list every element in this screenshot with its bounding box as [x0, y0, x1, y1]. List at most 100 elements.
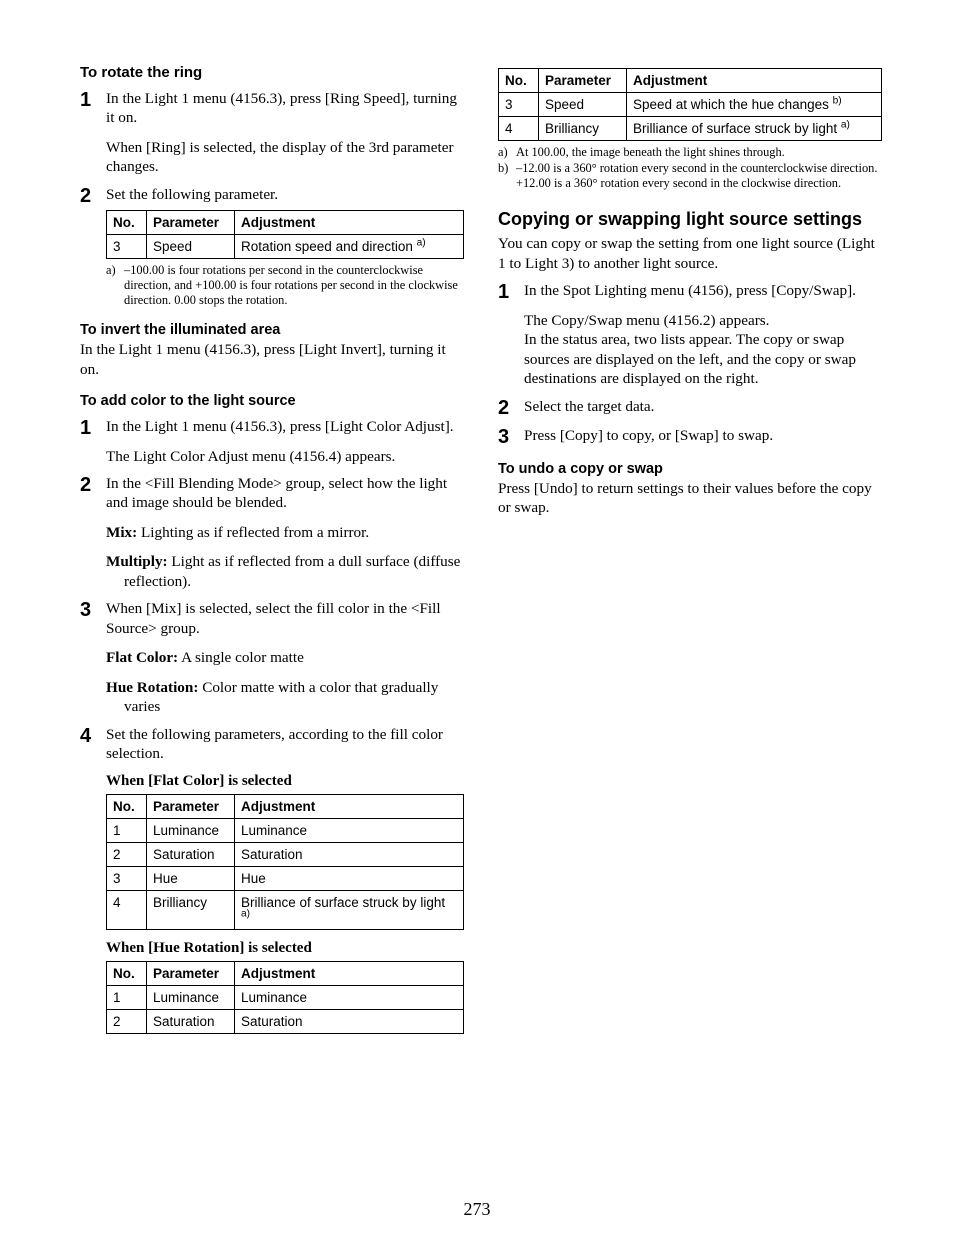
rotate-step-2: 2 Set the following parameter.: [80, 185, 464, 206]
cell-no: 4: [499, 117, 539, 141]
step-body: In the Spot Lighting menu (4156), press …: [524, 281, 882, 388]
color-step-4: 4 Set the following parameters, accordin…: [80, 725, 464, 764]
def-term: Multiply:: [106, 553, 168, 570]
table-row: 1 Luminance Luminance: [107, 819, 464, 843]
flat-color-table: No. Parameter Adjustment 1 Luminance Lum…: [106, 794, 464, 930]
cell-param: Hue: [147, 867, 235, 891]
undo-heading: To undo a copy or swap: [498, 461, 882, 477]
table-row: 4 Brilliancy Brilliance of surface struc…: [107, 891, 464, 930]
step-text: Press [Copy] to copy, or [Swap] to swap.: [524, 426, 882, 445]
page: To rotate the ring 1 In the Light 1 menu…: [0, 0, 954, 1244]
cell-param: Luminance: [147, 819, 235, 843]
invert-text: In the Light 1 menu (4156.3), press [Lig…: [80, 340, 464, 379]
th-no: No.: [107, 795, 147, 819]
cell-no: 3: [499, 93, 539, 117]
step-text: In the <Fill Blending Mode> group, selec…: [106, 474, 464, 513]
invert-heading: To invert the illuminated area: [80, 322, 464, 338]
cell-no: 2: [107, 1010, 147, 1034]
cell-adj-sup: b): [833, 96, 842, 107]
table-row: 2 Saturation Saturation: [107, 1010, 464, 1034]
th-adjustment: Adjustment: [235, 795, 464, 819]
cell-adj-text: Speed at which the hue changes: [633, 97, 829, 112]
step-text: In the Light 1 menu (4156.3), press [Lig…: [106, 417, 464, 436]
copy-swap-heading: Copying or swapping light source setting…: [498, 209, 882, 230]
page-number: 273: [0, 1199, 954, 1220]
cell-adj-sup: a): [241, 909, 250, 920]
table-row: 3 Hue Hue: [107, 867, 464, 891]
two-column-layout: To rotate the ring 1 In the Light 1 menu…: [80, 64, 882, 1038]
copy-step-1: 1 In the Spot Lighting menu (4156), pres…: [498, 281, 882, 388]
table-row: 3 Speed Speed at which the hue changes b…: [499, 93, 882, 117]
footnote-label: a): [106, 263, 124, 308]
rotate-ring-heading: To rotate the ring: [80, 64, 464, 81]
step-body: Select the target data.: [524, 397, 882, 416]
footnote-text: –100.00 is four rotations per second in …: [124, 263, 464, 308]
def-text: Lighting as if reflected from a mirror.: [137, 524, 369, 541]
th-parameter: Parameter: [147, 962, 235, 986]
step-number: 1: [80, 89, 106, 110]
cell-no: 1: [107, 986, 147, 1010]
cell-no: 3: [107, 867, 147, 891]
cell-adj: Luminance: [235, 819, 464, 843]
cell-adj-text: Brilliance of surface struck by light: [241, 895, 445, 910]
cell-adj: Luminance: [235, 986, 464, 1010]
def-term: Mix:: [106, 524, 137, 541]
step-body: In the <Fill Blending Mode> group, selec…: [106, 474, 464, 591]
copy-swap-intro: You can copy or swap the setting from on…: [498, 234, 882, 273]
step-text: Set the following parameter.: [106, 185, 464, 204]
hue-rotation-caption: When [Hue Rotation] is selected: [106, 940, 464, 957]
cell-no: 2: [107, 843, 147, 867]
definition-multiply: Multiply: Light as if reflected from a d…: [106, 552, 464, 591]
footnote: a) At 100.00, the image beneath the ligh…: [498, 145, 882, 160]
def-term: Flat Color:: [106, 649, 178, 666]
step-body: Press [Copy] to copy, or [Swap] to swap.: [524, 426, 882, 445]
continued-footnotes: a) At 100.00, the image beneath the ligh…: [498, 145, 882, 191]
def-text: A single color matte: [178, 649, 304, 666]
cell-adj: Speed at which the hue changes b): [627, 93, 882, 117]
cell-no: 3: [107, 234, 147, 258]
right-column: No. Parameter Adjustment 3 Speed Speed a…: [498, 64, 882, 1038]
step-text: The Light Color Adjust menu (4156.4) app…: [106, 447, 464, 466]
table-row: 4 Brilliancy Brilliance of surface struc…: [499, 117, 882, 141]
rotate-footnotes: a) –100.00 is four rotations per second …: [106, 263, 464, 308]
cell-param: Brilliancy: [147, 891, 235, 930]
th-parameter: Parameter: [539, 69, 627, 93]
step-body: When [Mix] is selected, select the fill …: [106, 599, 464, 716]
footnote-label: b): [498, 161, 516, 191]
def-text: Light as if reflected from a dull surfac…: [124, 553, 460, 589]
color-step-3: 3 When [Mix] is selected, select the fil…: [80, 599, 464, 716]
cell-param: Saturation: [147, 1010, 235, 1034]
cell-no: 1: [107, 819, 147, 843]
step-number: 2: [80, 474, 106, 495]
copy-step-2: 2 Select the target data.: [498, 397, 882, 418]
step-body: In the Light 1 menu (4156.3), press [Lig…: [106, 417, 464, 466]
cell-adj: Hue: [235, 867, 464, 891]
cell-adj: Rotation speed and direction a): [235, 234, 464, 258]
left-column: To rotate the ring 1 In the Light 1 menu…: [80, 64, 464, 1038]
cell-adj: Saturation: [235, 843, 464, 867]
step-number: 1: [498, 281, 524, 302]
th-adjustment: Adjustment: [235, 962, 464, 986]
definition-hue-rotation: Hue Rotation: Color matte with a color t…: [106, 678, 464, 717]
step-number: 3: [498, 426, 524, 447]
th-parameter: Parameter: [147, 210, 235, 234]
color-step-2: 2 In the <Fill Blending Mode> group, sel…: [80, 474, 464, 591]
table-row: 2 Saturation Saturation: [107, 843, 464, 867]
cell-param: Luminance: [147, 986, 235, 1010]
cell-adj: Brilliance of surface struck by light a): [235, 891, 464, 930]
cell-adj-text: Rotation speed and direction: [241, 239, 413, 254]
cell-param: Brilliancy: [539, 117, 627, 141]
hue-rotation-table: No. Parameter Adjustment 1 Luminance Lum…: [106, 961, 464, 1034]
definition-flat-color: Flat Color: A single color matte: [106, 648, 464, 667]
step-body: In the Light 1 menu (4156.3), press [Rin…: [106, 89, 464, 177]
step-text: Select the target data.: [524, 397, 882, 416]
cell-adj: Saturation: [235, 1010, 464, 1034]
cell-param: Speed: [147, 234, 235, 258]
step-number: 2: [498, 397, 524, 418]
footnote-label: a): [498, 145, 516, 160]
cell-adj-sup: a): [417, 237, 426, 248]
step-number: 3: [80, 599, 106, 620]
cell-param: Saturation: [147, 843, 235, 867]
th-no: No.: [107, 210, 147, 234]
step-text: In the Light 1 menu (4156.3), press [Rin…: [106, 89, 464, 128]
